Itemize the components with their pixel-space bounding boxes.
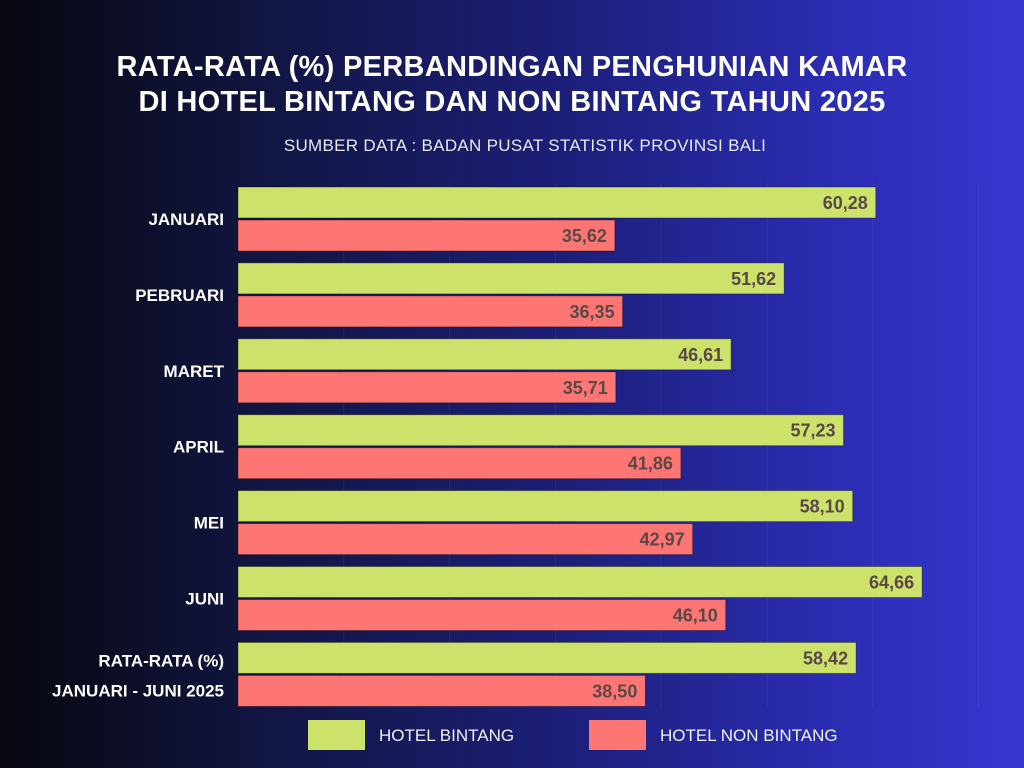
data-label: 42,97 [640, 530, 685, 550]
bar-non-bintang [237, 599, 727, 631]
title-line-1: RATA-RATA (%) PERBANDINGAN PENGHUNIAN KA… [116, 51, 908, 83]
data-label: 51,62 [731, 269, 776, 289]
data-label: 60,28 [823, 193, 868, 213]
bar-bintang [237, 641, 857, 674]
category-label: MARET [164, 362, 225, 381]
bar-non-bintang [237, 674, 646, 707]
data-label: 46,10 [673, 606, 718, 626]
category-label: RATA-RATA (%) [98, 651, 224, 670]
bar-bintang [237, 414, 844, 447]
bar-bintang [237, 262, 785, 295]
bar-non-bintang [237, 219, 616, 252]
category-label: PEBRUARI [135, 286, 224, 305]
bar-non-bintang [237, 447, 682, 480]
bar-non-bintang [237, 523, 694, 556]
category-label: JUNI [185, 590, 224, 609]
bar-bintang [237, 186, 877, 219]
data-label: 58,10 [800, 497, 845, 517]
chart-title: RATA-RATA (%) PERBANDINGAN PENGHUNIAN KA… [0, 50, 1024, 120]
data-label: 58,42 [803, 648, 848, 668]
category-label: JANUARI [148, 210, 224, 229]
data-label: 38,50 [592, 681, 637, 701]
legend-swatch [589, 720, 646, 750]
category-label: MEI [194, 514, 224, 533]
chart-subtitle: SUMBER DATA : BADAN PUSAT STATISTIK PROV… [283, 136, 767, 155]
data-label: 46,61 [678, 345, 723, 365]
bar-bintang [237, 490, 854, 523]
bar-bintang [237, 338, 732, 371]
legend-label: HOTEL BINTANG [379, 726, 514, 745]
category-label: APRIL [173, 438, 224, 457]
data-label: 35,71 [563, 378, 608, 398]
bar-bintang [237, 566, 923, 598]
data-label: 64,66 [869, 573, 914, 593]
bar-non-bintang [237, 371, 617, 404]
category-label: JANUARI - JUNI 2025 [52, 681, 224, 700]
data-label: 41,86 [628, 454, 673, 474]
data-label: 57,23 [790, 421, 835, 441]
data-label: 36,35 [570, 302, 615, 322]
legend-label: HOTEL NON BINTANG [660, 726, 838, 745]
title-line-2: DI HOTEL BINTANG DAN NON BINTANG TAHUN 2… [138, 86, 886, 118]
data-label: 35,62 [562, 226, 607, 246]
legend-swatch [308, 720, 365, 750]
bar-non-bintang [237, 295, 624, 328]
